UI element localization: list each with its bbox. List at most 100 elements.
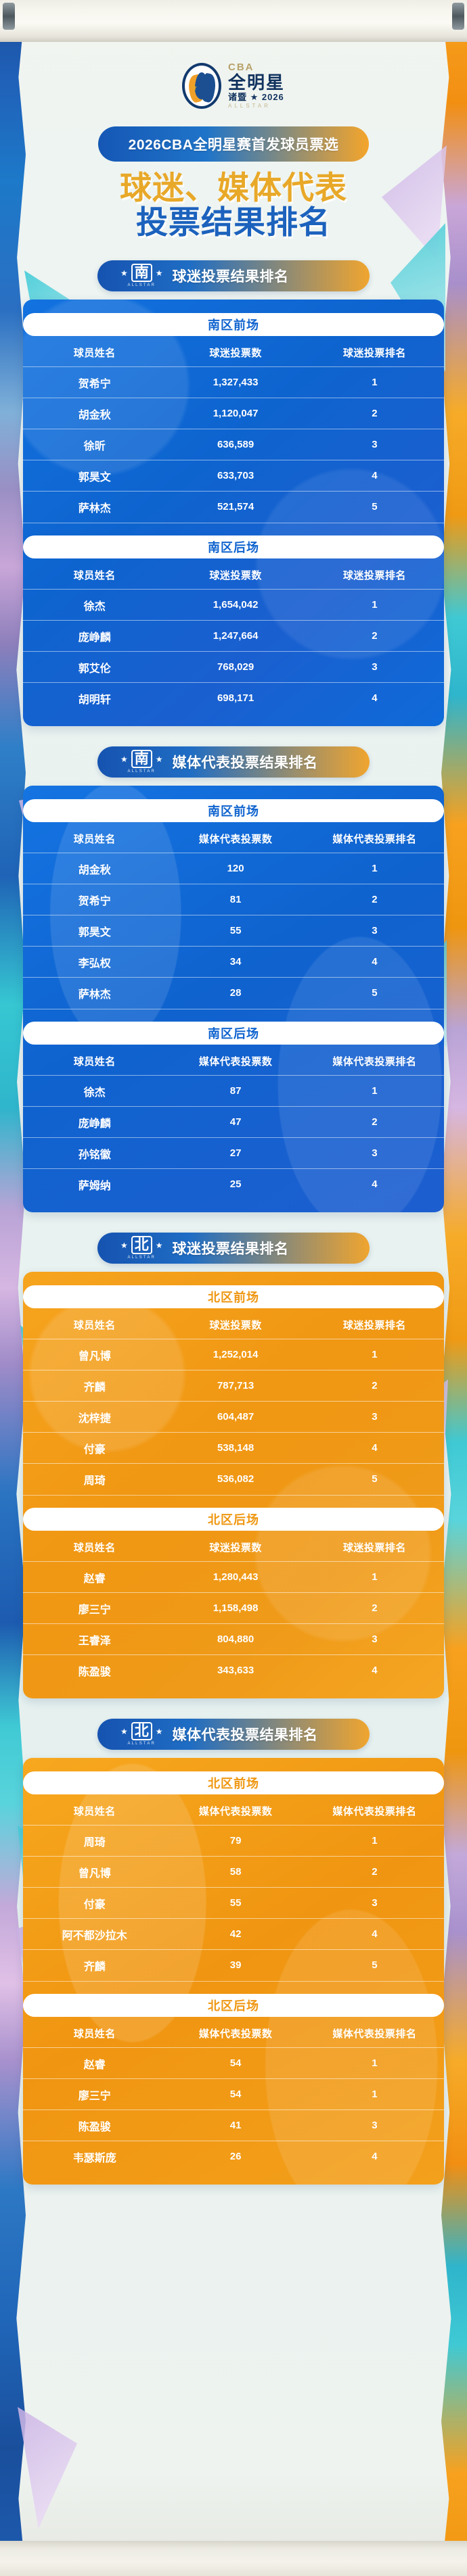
- paper-roll-top: [0, 0, 467, 42]
- cell-player-name: 廖三宁: [78, 1604, 111, 1616]
- cell-rank: 4: [372, 956, 378, 968]
- cell-rank: 1: [372, 599, 378, 611]
- ranking-card: 北区前场 球员姓名 球迷投票数 球迷投票排名 曾凡博 1,252,014 1 齐麟 787,71…: [23, 1272, 444, 1698]
- cell-votes: 768,029: [217, 661, 254, 673]
- cell-player-name: 贺希宁: [78, 895, 111, 907]
- group-spacer: [23, 523, 444, 533]
- cell-votes: 81: [229, 894, 242, 905]
- group-spacer: [23, 1496, 444, 1505]
- column-header-votes: 媒体代表投票数: [198, 1055, 273, 1068]
- cell-votes: 39: [229, 1959, 242, 1972]
- cell-rank: 4: [372, 1665, 378, 1677]
- table-header-row: 球员姓名 媒体代表投票数 媒体代表投票排名: [23, 2025, 444, 2048]
- section-header: ★ 南 ★ ALLSTAR 球迷投票结果排名: [97, 260, 370, 291]
- shard-violet-5: [18, 2407, 77, 2529]
- column-header-votes: 球迷投票数: [209, 1319, 262, 1331]
- cell-player-name: 郭艾伦: [78, 663, 111, 675]
- cell-votes: 26: [229, 2151, 242, 2163]
- ranking-section: ★ 北 ★ ALLSTAR 球迷投票结果排名 北区前场 球员姓名 球迷投票数 球迷投票排名 曾凡博…: [23, 1232, 444, 1698]
- zone-char-text: 南: [131, 750, 152, 768]
- column-header-votes: 球迷投票数: [209, 1542, 262, 1554]
- table-row: 庞峥麟 47 2: [23, 1106, 444, 1138]
- logo-allstar-en-text: ALLSTAR: [227, 103, 271, 109]
- table-row: 齐麟 787,713 2: [23, 1370, 444, 1402]
- cell-votes: 58: [229, 1866, 242, 1878]
- table-row: 赵睿 54 1: [23, 2047, 444, 2079]
- column-header-votes: 球迷投票数: [209, 347, 262, 359]
- table-row: 付豪 538,148 4: [23, 1432, 444, 1464]
- cell-votes: 41: [229, 2120, 242, 2131]
- star-icon: ★: [155, 268, 163, 278]
- table-row: 孙铭徽 27 3: [23, 1137, 444, 1169]
- headline-line-1: 球迷、媒体代表: [120, 170, 347, 206]
- cell-votes: 536,082: [217, 1473, 254, 1485]
- table-row: 庞峥麟 1,247,664 2: [23, 620, 444, 652]
- cell-rank: 5: [372, 987, 378, 999]
- cell-rank: 3: [372, 2120, 378, 2131]
- cell-rank: 2: [372, 1380, 378, 1391]
- table-row: 陈盈骏 343,633 4: [23, 1654, 444, 1686]
- cell-votes: 34: [229, 956, 242, 968]
- ranking-table: 球员姓名 媒体代表投票数 媒体代表投票排名 胡金秋 120 1 贺希宁 81 2 郭昊文 55 3 李弘…: [23, 830, 444, 1009]
- cell-votes: 1,654,042: [213, 599, 259, 611]
- group-spacer: [23, 1982, 444, 1991]
- star-icon: ★: [120, 1240, 128, 1250]
- cell-player-name: 郭昊文: [78, 926, 111, 938]
- cell-player-name: 萨姆纳: [78, 1180, 111, 1192]
- group-label-pill: 北区后场: [23, 1993, 444, 2017]
- cell-rank: 5: [372, 1959, 378, 1972]
- page-title: 球迷、媒体代表 投票结果排名: [23, 170, 444, 240]
- column-header-player: 球员姓名: [73, 833, 116, 845]
- column-header-rank: 球迷投票排名: [342, 347, 406, 359]
- table-header-row: 球员姓名 媒体代表投票数 媒体代表投票排名: [23, 830, 444, 853]
- ranking-table: 球员姓名 媒体代表投票数 媒体代表投票排名 赵睿 54 1 廖三宁 54 1 陈盈骏 41 3 韦瑟斯庞…: [23, 2025, 444, 2172]
- cell-rank: 2: [372, 1602, 378, 1614]
- group-label-pill: 南区后场: [23, 535, 444, 558]
- ranking-table: 球员姓名 球迷投票数 球迷投票排名 赵睿 1,280,443 1 廖三宁 1,158,498 2…: [23, 1539, 444, 1686]
- ranking-card: 南区前场 球员姓名 媒体代表投票数 媒体代表投票排名 胡金秋 120 1 贺希宁 81 2 郭昊文 5…: [23, 786, 444, 1212]
- cell-player-name: 徐杰: [83, 600, 106, 613]
- ranking-table: 球员姓名 球迷投票数 球迷投票排名 徐杰 1,654,042 1 庞峥麟 1,247,664 2…: [23, 567, 444, 714]
- ranking-card: 南区前场 球员姓名 球迷投票数 球迷投票排名 贺希宁 1,327,433 1 胡金秋 1,120…: [23, 300, 444, 726]
- table-row: 徐杰 87 1: [23, 1075, 444, 1107]
- cell-player-name: 周琦: [83, 1836, 106, 1848]
- table-row: 萨林杰 28 5: [23, 977, 444, 1009]
- cell-rank: 1: [372, 863, 378, 874]
- table-row: 贺希宁 81 2: [23, 884, 444, 915]
- cell-rank: 4: [372, 1442, 378, 1454]
- zone-allstar-text: ALLSTAR: [127, 1256, 156, 1260]
- cell-rank: 2: [372, 1116, 378, 1128]
- cell-rank: 1: [372, 2057, 378, 2069]
- logo-cba-text: CBA: [227, 62, 254, 73]
- allstar-logo: ★ ★ CBA 全明星 诸暨 ★ 2026 ALLSTAR: [23, 0, 444, 109]
- cell-rank: 4: [372, 470, 378, 481]
- table-header-row: 球员姓名 球迷投票数 球迷投票排名: [23, 1539, 444, 1562]
- table-row: 周琦 79 1: [23, 1825, 444, 1857]
- star-icon: ★: [155, 754, 163, 764]
- column-header-votes: 球迷投票数: [209, 569, 262, 581]
- cell-rank: 4: [372, 2151, 378, 2163]
- table-row: 赵睿 1,280,443 1: [23, 1561, 444, 1593]
- table-header-row: 球员姓名 球迷投票数 球迷投票排名: [23, 344, 444, 367]
- cell-player-name: 齐麟: [83, 1961, 106, 1973]
- cell-player-name: 郭昊文: [78, 471, 111, 483]
- table-row: 胡明轩 698,171 4: [23, 682, 444, 714]
- column-header-player: 球员姓名: [73, 569, 116, 581]
- star-icon: ★: [120, 268, 128, 278]
- subtitle-text: 2026CBA全明星赛首发球员票选: [128, 137, 339, 153]
- cell-votes: 1,327,433: [213, 377, 259, 388]
- table-row: 曾凡博 58 2: [23, 1856, 444, 1888]
- cell-rank: 1: [372, 1085, 378, 1097]
- cell-rank: 1: [372, 1571, 378, 1583]
- table-row: 王睿泽 804,880 3: [23, 1623, 444, 1655]
- cell-votes: 538,148: [217, 1442, 254, 1454]
- cell-rank: 2: [372, 630, 378, 642]
- table-row: 周琦 536,082 5: [23, 1463, 444, 1495]
- section-title-text: 球迷投票结果排名: [172, 1241, 289, 1257]
- section-header: ★ 南 ★ ALLSTAR 媒体代表投票结果排名: [97, 746, 370, 778]
- column-header-rank: 球迷投票排名: [342, 1542, 406, 1554]
- column-header-player: 球员姓名: [73, 1542, 116, 1554]
- table-header-row: 球员姓名 媒体代表投票数 媒体代表投票排名: [23, 1803, 444, 1826]
- zone-badge: ★ 北 ★ ALLSTAR: [120, 1722, 163, 1746]
